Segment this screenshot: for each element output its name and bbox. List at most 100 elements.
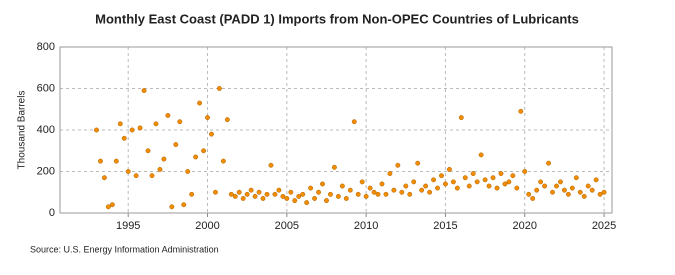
point bbox=[181, 202, 187, 208]
point bbox=[454, 185, 460, 191]
point bbox=[189, 191, 195, 197]
y-tick-label: 400 bbox=[37, 124, 55, 136]
y-tick-label: 800 bbox=[37, 41, 55, 53]
point bbox=[105, 204, 111, 210]
point bbox=[236, 189, 242, 195]
point bbox=[450, 179, 456, 185]
point bbox=[557, 179, 563, 185]
point bbox=[331, 164, 337, 170]
point bbox=[205, 115, 210, 121]
point bbox=[399, 189, 405, 195]
point bbox=[506, 179, 512, 185]
x-tick-label: 1995 bbox=[116, 220, 140, 232]
point bbox=[113, 158, 119, 164]
point bbox=[117, 121, 123, 127]
point bbox=[224, 117, 230, 123]
point bbox=[435, 185, 440, 191]
point bbox=[300, 191, 306, 197]
point bbox=[216, 86, 222, 91]
point bbox=[141, 88, 147, 94]
point bbox=[97, 158, 103, 164]
point bbox=[411, 179, 417, 185]
y-tick-label: 200 bbox=[37, 165, 55, 177]
point bbox=[339, 183, 345, 189]
point bbox=[244, 191, 250, 197]
point bbox=[276, 187, 282, 193]
point bbox=[395, 162, 401, 168]
point bbox=[109, 202, 115, 208]
point bbox=[407, 191, 413, 197]
point bbox=[601, 189, 607, 195]
point bbox=[415, 160, 421, 166]
y-tick-label: 0 bbox=[49, 207, 55, 219]
point bbox=[177, 119, 183, 125]
point bbox=[133, 173, 139, 179]
point bbox=[466, 183, 472, 189]
x-tick-label: 2020 bbox=[513, 220, 537, 232]
point bbox=[240, 196, 246, 201]
point bbox=[534, 187, 540, 193]
point bbox=[569, 185, 575, 191]
x-tick-label: 2010 bbox=[354, 220, 378, 232]
point bbox=[185, 169, 191, 174]
point bbox=[327, 191, 333, 197]
point bbox=[554, 183, 559, 189]
point bbox=[538, 179, 544, 185]
point bbox=[498, 171, 504, 177]
point bbox=[280, 193, 286, 199]
point bbox=[482, 177, 488, 183]
point bbox=[129, 127, 135, 133]
point bbox=[324, 198, 329, 204]
point bbox=[137, 125, 143, 131]
point bbox=[268, 162, 274, 168]
point bbox=[292, 198, 298, 204]
point bbox=[379, 181, 385, 187]
point bbox=[201, 148, 207, 154]
point bbox=[526, 191, 532, 197]
point bbox=[248, 187, 254, 193]
point bbox=[359, 179, 365, 185]
point bbox=[581, 193, 587, 199]
y-axis-label: Thousand Barrels bbox=[17, 91, 28, 170]
point bbox=[383, 191, 389, 197]
point bbox=[470, 171, 476, 177]
point bbox=[165, 113, 171, 118]
point bbox=[371, 189, 377, 195]
point bbox=[272, 191, 278, 197]
point bbox=[561, 187, 567, 193]
point bbox=[145, 148, 151, 154]
point bbox=[474, 179, 480, 185]
point bbox=[161, 156, 167, 162]
point bbox=[502, 181, 508, 187]
x-tick-label: 2000 bbox=[195, 220, 219, 232]
point bbox=[486, 183, 492, 189]
point bbox=[367, 185, 373, 191]
point bbox=[427, 189, 433, 195]
source: Source: U.S. Energy Information Administ… bbox=[30, 244, 219, 254]
point bbox=[419, 187, 425, 193]
point bbox=[335, 193, 341, 199]
point bbox=[573, 175, 579, 181]
point bbox=[212, 189, 218, 195]
point bbox=[228, 191, 234, 197]
point bbox=[546, 160, 552, 166]
point bbox=[439, 173, 444, 179]
point bbox=[478, 152, 484, 158]
point bbox=[522, 169, 528, 174]
point bbox=[462, 175, 468, 181]
point bbox=[284, 196, 290, 201]
point bbox=[446, 166, 452, 172]
point bbox=[550, 189, 555, 195]
point bbox=[363, 193, 369, 199]
point bbox=[585, 183, 591, 189]
point bbox=[490, 175, 496, 181]
point bbox=[308, 185, 314, 191]
plot-border bbox=[59, 46, 613, 214]
point bbox=[173, 142, 179, 147]
point bbox=[316, 189, 322, 195]
point bbox=[169, 204, 175, 210]
point bbox=[197, 100, 203, 106]
point bbox=[256, 189, 262, 195]
point bbox=[121, 135, 127, 141]
